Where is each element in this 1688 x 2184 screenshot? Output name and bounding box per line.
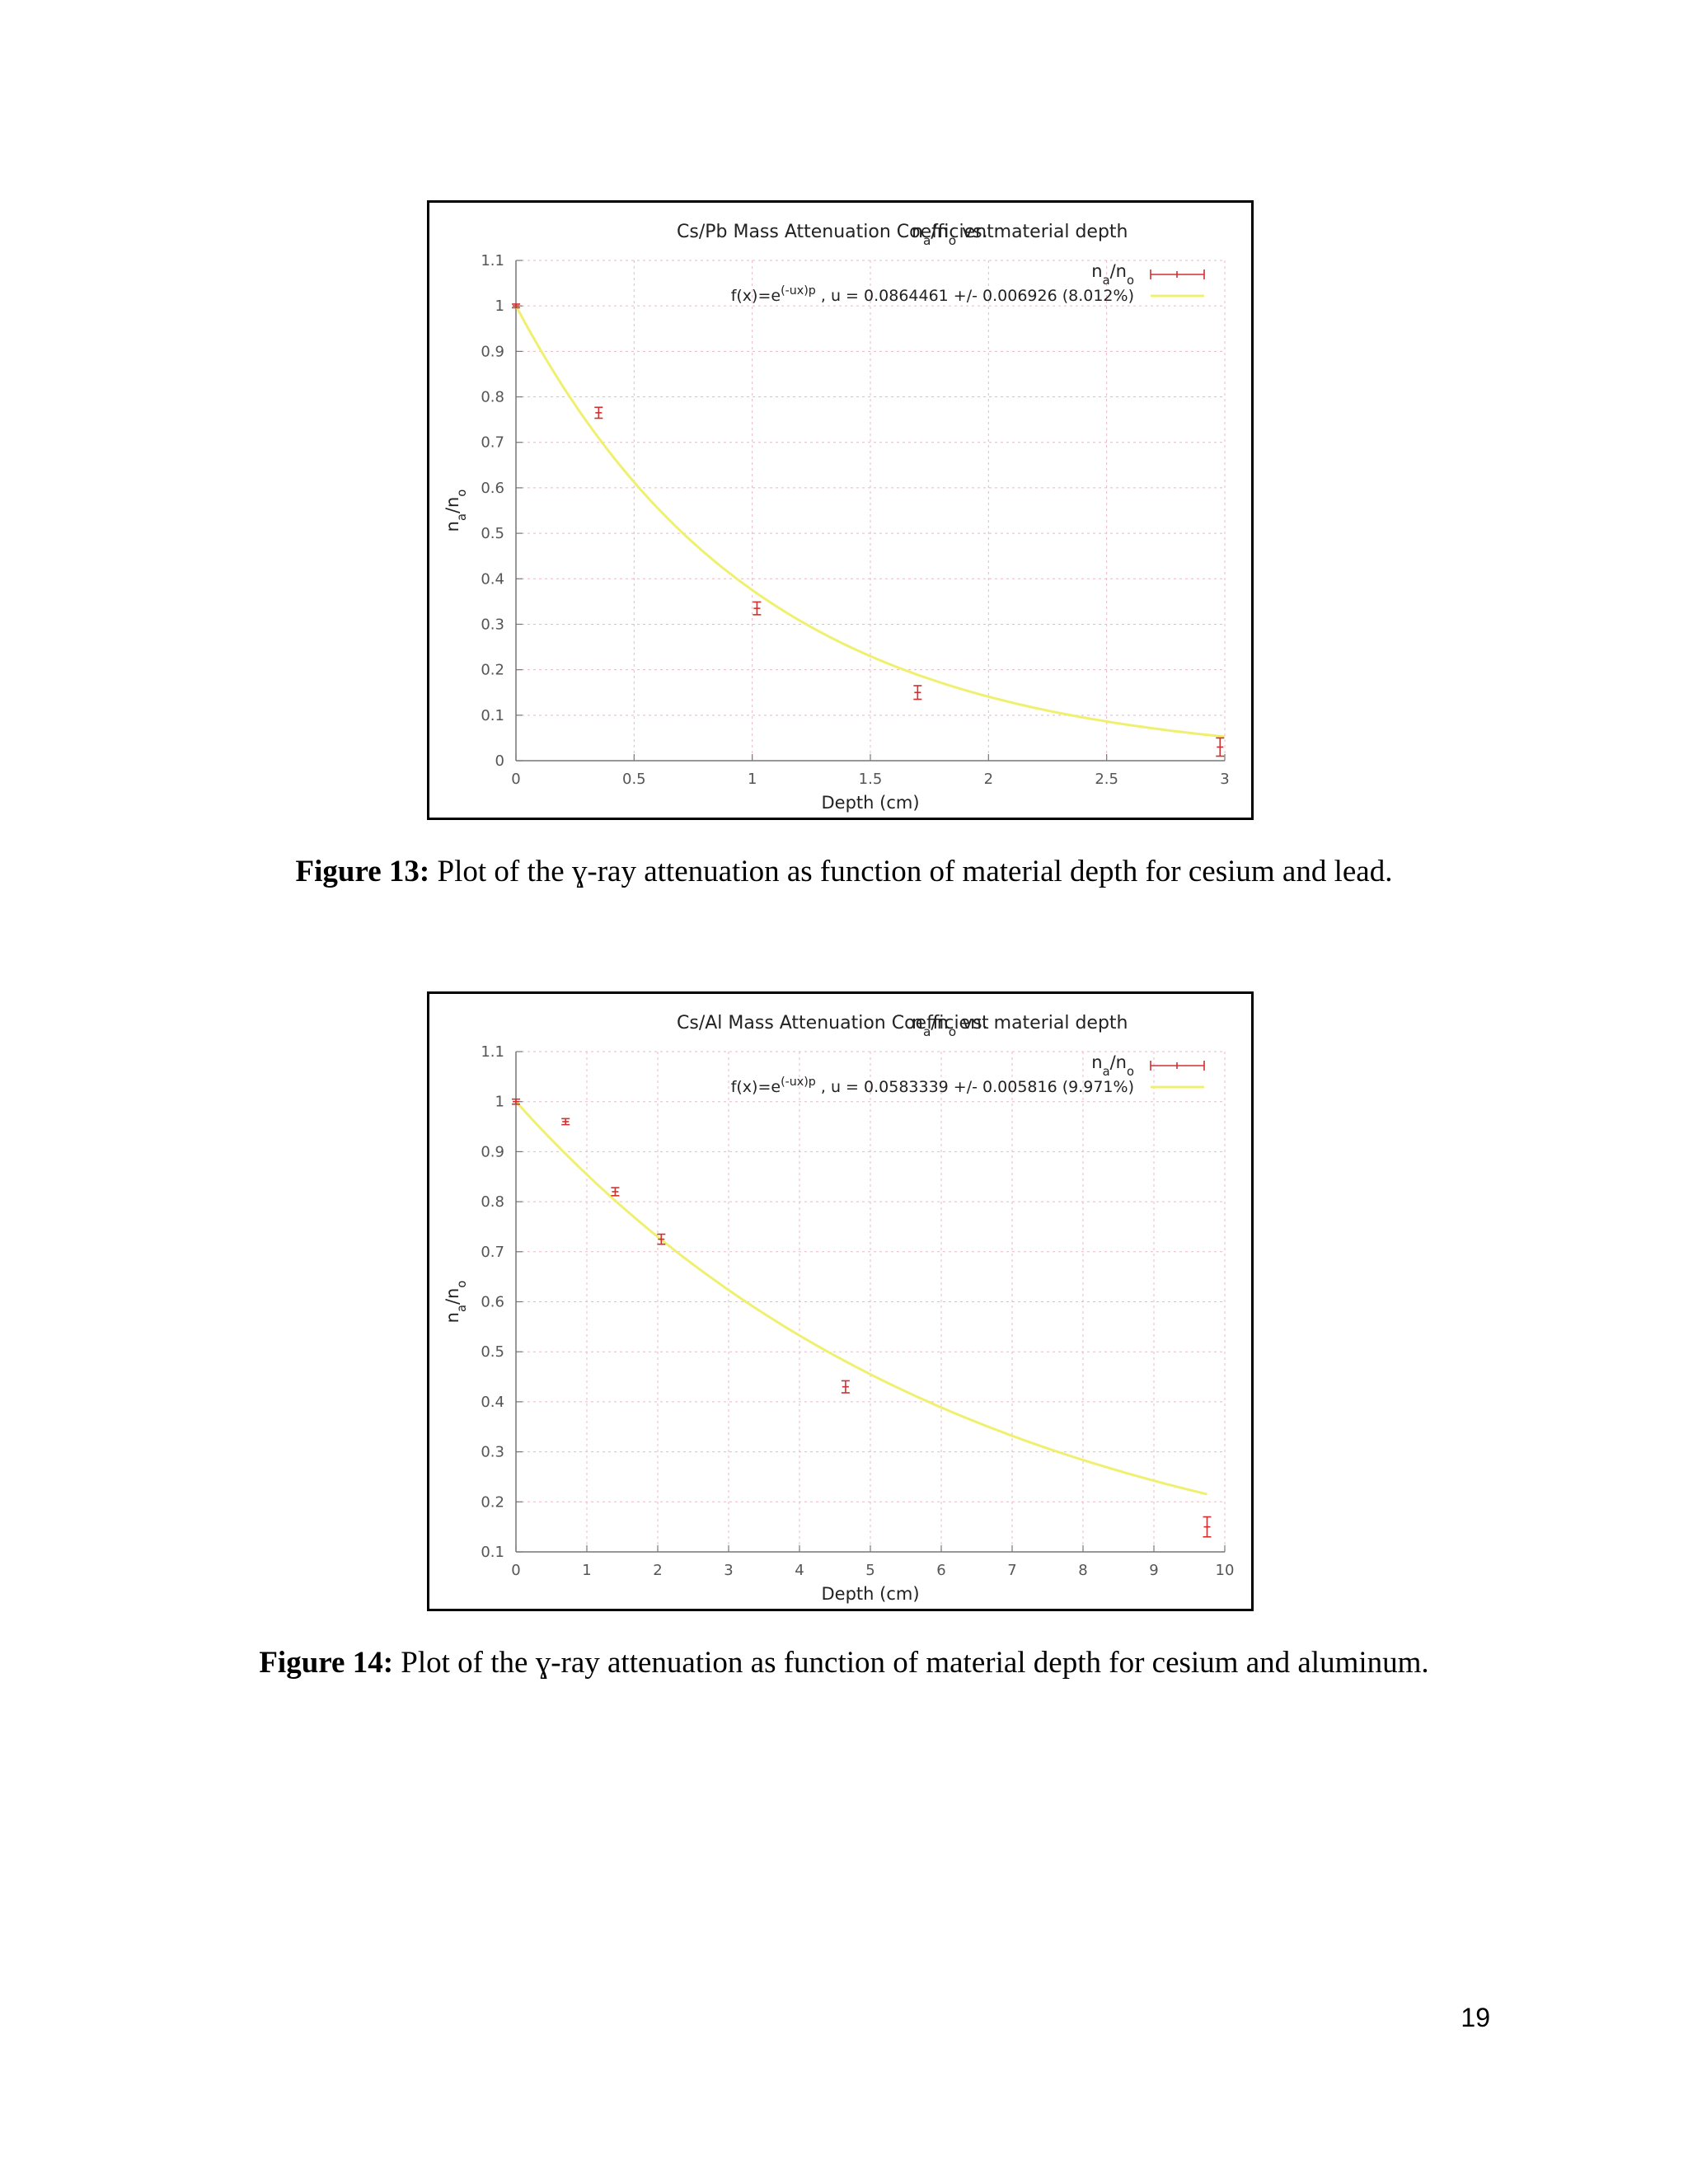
x-tick-label: 4 (795, 1562, 804, 1579)
chart-title: Cs/Pb Mass Attenuation Coefficient (677, 222, 994, 242)
x-tick-label: 0 (511, 771, 520, 788)
data-point (561, 1118, 570, 1126)
x-tick-label: 1 (748, 771, 757, 788)
legend-label-data: na/no (1091, 261, 1134, 288)
x-tick-label: 3 (1220, 771, 1229, 788)
data-point (753, 601, 762, 616)
y-tick-label: 1.1 (481, 252, 504, 269)
x-tick-label: 1 (582, 1562, 591, 1579)
x-tick-label: 0 (511, 1562, 520, 1579)
y-tick-label: 0.7 (481, 1244, 504, 1261)
y-tick-label: 0.3 (481, 616, 504, 633)
grid-lines (516, 260, 1226, 761)
x-tick-label: 6 (936, 1562, 945, 1579)
y-tick-label: 1.1 (481, 1043, 504, 1061)
y-axis-label: na/no (443, 490, 469, 532)
x-tick-label: 7 (1007, 1562, 1016, 1579)
x-tick-label: 2.5 (1095, 771, 1118, 788)
figure-14-chart: 0 1 2 3 4 5 6 7 8 9 10 0.1 0.2 0.3 0.4 0.5 0.6 0.7 0.8 0.9 1… (427, 991, 1254, 1611)
x-tick-label: 0.5 (622, 771, 646, 788)
chart-title: Cs/Al Mass Attenuation Coefficient (677, 1013, 989, 1033)
y-tick-label: 0.5 (481, 1343, 504, 1361)
data-point (1203, 1516, 1212, 1538)
figure-14-caption-text: Plot of the ɣ-ray attenuation as functio… (393, 1646, 1429, 1680)
data-point (657, 1233, 666, 1245)
chart-subtitle: na/no vs. material depth (912, 222, 1128, 248)
y-tick-label: 0.4 (481, 1394, 504, 1411)
figure-13-caption: Figure 13: Plot of the ɣ-ray attenuation… (0, 854, 1688, 889)
y-tick-label: 0.2 (481, 662, 504, 679)
data-point (1216, 737, 1225, 757)
y-tick-label: 0 (495, 752, 504, 770)
x-axis-label: Depth (cm) (821, 1584, 919, 1604)
y-tick-label: 0.3 (481, 1444, 504, 1461)
y-tick-label: 0.8 (481, 1193, 504, 1211)
y-tick-label: 0.8 (481, 389, 504, 406)
y-axis-label: na/no (443, 1281, 469, 1324)
data-point (512, 303, 520, 309)
data-point (594, 406, 603, 419)
x-tick-label: 1.5 (859, 771, 883, 788)
x-tick-label: 5 (865, 1562, 874, 1579)
data-point (913, 685, 922, 701)
y-tick-label: 0.7 (481, 434, 504, 452)
figure-13-caption-text: Plot of the ɣ-ray attenuation as functio… (429, 855, 1393, 888)
chart-subtitle: na/no vs. material depth (912, 1013, 1128, 1039)
legend-label-fit: f(x)=e(-ux)p , u = 0.0583339 +/- 0.00581… (731, 1076, 1134, 1096)
fit-curve (514, 1100, 1207, 1496)
y-tick-label: 1 (495, 298, 504, 315)
x-tick-label: 2 (984, 771, 993, 788)
figure-14-caption-lead: Figure 14: (259, 1646, 394, 1680)
y-tick-label: 0.9 (481, 343, 504, 360)
x-tick-label: 8 (1078, 1562, 1087, 1579)
page-number: 19 (1461, 2003, 1490, 2032)
y-tick-label: 0.4 (481, 570, 504, 588)
x-axis-label: Depth (cm) (821, 793, 919, 813)
legend-label-data: na/no (1091, 1052, 1134, 1079)
attenuation-chart-al: 0 1 2 3 4 5 6 7 8 9 10 0.1 0.2 0.3 0.4 0.5 0.6 0.7 0.8 0.9 1… (443, 1013, 1235, 1604)
x-tick-label: 2 (653, 1562, 662, 1579)
x-tick-label: 9 (1149, 1562, 1158, 1579)
data-point (611, 1187, 620, 1197)
y-tick-label: 0.6 (481, 480, 504, 497)
y-tick-label: 0.1 (481, 707, 504, 724)
figure-14-caption: Figure 14: Plot of the ɣ-ray attenuation… (0, 1645, 1688, 1680)
data-point (512, 1098, 520, 1105)
legend-label-fit: f(x)=e(-ux)p , u = 0.0864461 +/- 0.00692… (731, 284, 1134, 305)
y-tick-label: 0.6 (481, 1294, 504, 1311)
y-tick-label: 0.1 (481, 1544, 504, 1561)
y-tick-label: 0.9 (481, 1143, 504, 1160)
grid-lines (516, 1051, 1226, 1552)
figure-13-caption-lead: Figure 13: (295, 855, 430, 888)
fit-curve (514, 305, 1226, 738)
data-point (841, 1380, 850, 1394)
y-tick-label: 0.2 (481, 1493, 504, 1511)
attenuation-chart-pb: 0 0.5 1 1.5 2 2.5 3 0 0.1 0.2 0.3 0.4 0.5 0.6 0.7 0.8 0.… (443, 222, 1230, 813)
figure-13-chart: 0 0.5 1 1.5 2 2.5 3 0 0.1 0.2 0.3 0.4 0.5 0.6 0.7 0.8 0.… (427, 200, 1254, 820)
x-tick-label: 10 (1216, 1562, 1235, 1579)
y-tick-label: 0.5 (481, 525, 504, 542)
x-tick-label: 3 (724, 1562, 733, 1579)
y-tick-label: 1 (495, 1094, 504, 1111)
